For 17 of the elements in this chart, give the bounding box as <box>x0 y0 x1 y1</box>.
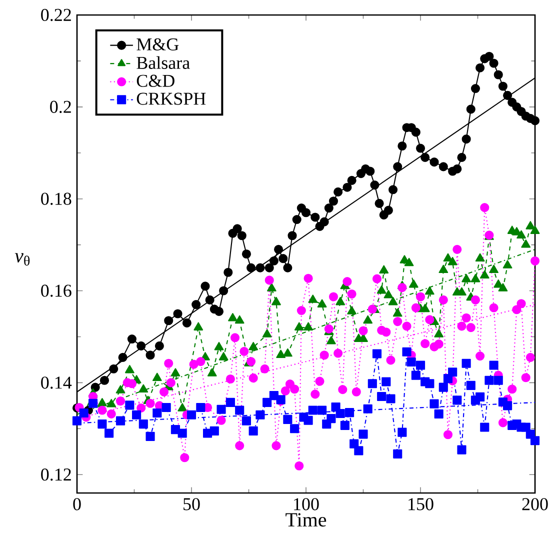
y-tick-label: 0.16 <box>41 284 72 297</box>
x-tick-label: 150 <box>408 498 434 510</box>
legend-label: CRKSPH <box>136 92 206 105</box>
x-axis-title: Time <box>286 513 326 527</box>
y-tick-label: 0.2 <box>50 100 71 114</box>
x-tick-label: 100 <box>294 498 319 510</box>
x-tick-label: 50 <box>184 498 200 510</box>
y-tick-label: 0.14 <box>41 376 72 389</box>
y-axis-title: v$_{θ}$ <box>14 253 30 266</box>
legend-label: Balsara <box>136 56 190 69</box>
x-tick-label: 0 <box>73 498 81 510</box>
y-tick-label: 0.18 <box>41 192 72 205</box>
legend-label: C&D <box>136 74 174 87</box>
y-tick-label: 0.12 <box>41 468 71 481</box>
x-tick-label: 200 <box>522 498 548 510</box>
y-tick-label: 0.22 <box>41 8 71 22</box>
legend-label: M&G <box>136 38 179 50</box>
